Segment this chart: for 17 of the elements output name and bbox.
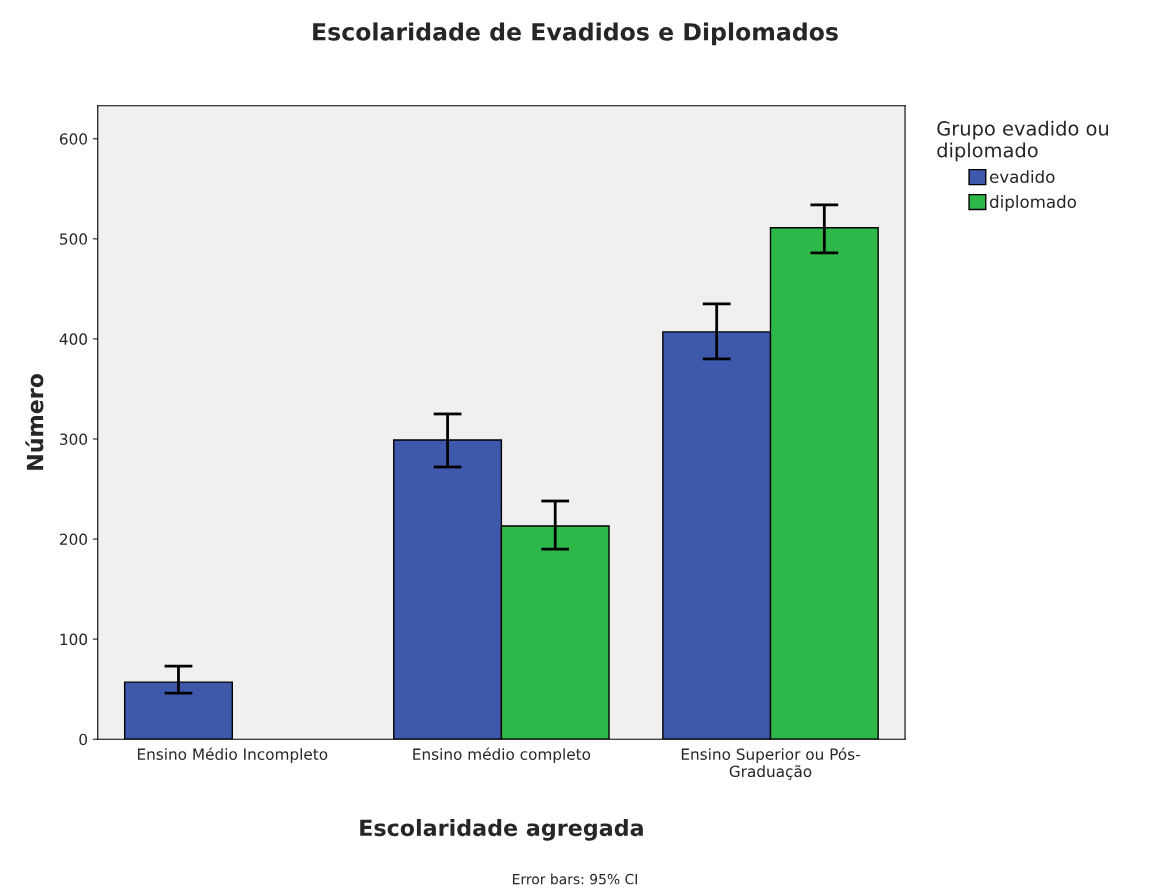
x-tick-label: Ensino Superior ou Pós- Graduação (681, 747, 860, 780)
legend-label: diplomado (989, 195, 1076, 212)
y-tick-label: 300 (60, 433, 88, 445)
x-tick-label: Ensino médio completo (413, 747, 591, 763)
y-axis-title: Número (25, 373, 44, 470)
y-tick-label: 400 (59, 333, 88, 345)
x-axis-title: Escolaridade agregada (360, 818, 643, 841)
y-tick-label: 500 (60, 233, 88, 245)
y-tick-label: 600 (59, 133, 88, 145)
legend-label: evadido (989, 170, 1055, 184)
legend-title: Grupo evadido ou diplomado (937, 120, 1109, 162)
chart-title: Escolaridade de Evadidos e Diplomados (313, 22, 838, 46)
y-tick-label: 0 (79, 733, 88, 746)
x-tick-label: Ensino Médio Incompleto (137, 747, 328, 763)
text: Error bars: 95% CI (513, 873, 637, 885)
y-tick-label: 200 (59, 533, 88, 546)
y-tick-label: 100 (60, 633, 88, 646)
